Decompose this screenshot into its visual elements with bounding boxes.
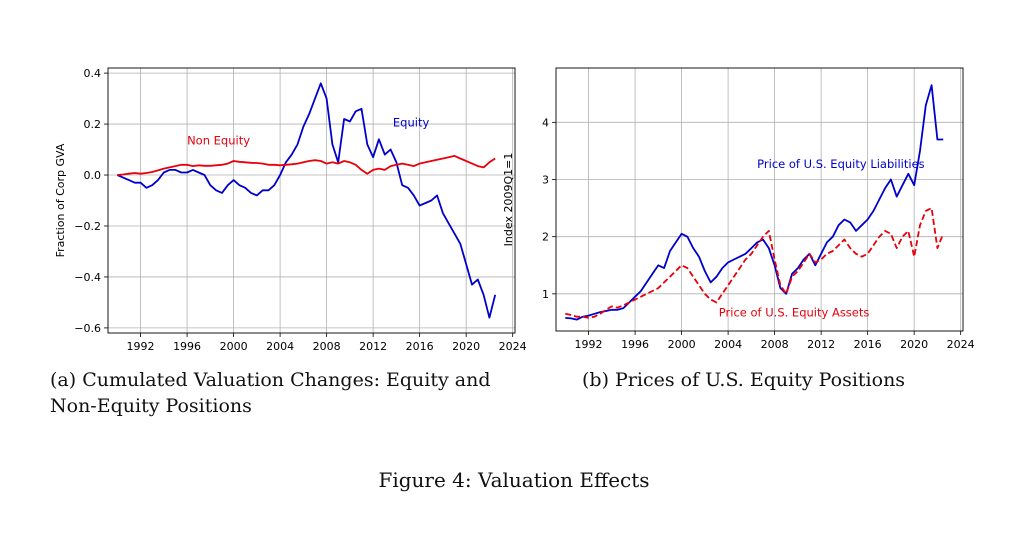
x-tick-label: 2008 bbox=[313, 340, 341, 353]
x-tick-label: 2004 bbox=[714, 338, 742, 351]
x-tick-label: 2012 bbox=[807, 338, 835, 351]
caption-a: (a) Cumulated Valuation Changes: Equity … bbox=[50, 369, 491, 417]
x-tick-label: 2020 bbox=[452, 340, 480, 353]
series-line bbox=[565, 84, 944, 321]
x-tick-label: 2016 bbox=[406, 340, 434, 353]
grid bbox=[108, 68, 515, 333]
figure-title: Figure 4: Valuation Effects bbox=[378, 468, 650, 492]
series-line bbox=[116, 82, 497, 319]
x-tick-label: 2000 bbox=[220, 340, 248, 353]
y-axis-label: Fraction of Corp GVA bbox=[54, 143, 67, 257]
y-tick-label: 4 bbox=[542, 116, 549, 129]
series-group bbox=[116, 82, 497, 319]
x-tick-label: 1992 bbox=[127, 340, 155, 353]
chart-a: 1992 1996 2000 2004 2008 2012 2016 2020 2024 −0.6… bbox=[54, 67, 527, 353]
x-tick-label: 2024 bbox=[947, 338, 975, 351]
y-tick-label: 3 bbox=[542, 173, 549, 186]
grid bbox=[556, 68, 963, 331]
annotation-label: Non Equity bbox=[187, 133, 250, 147]
y-tick-label: 0.0 bbox=[84, 169, 102, 182]
annotation-label: Price of U.S. Equity Assets bbox=[719, 306, 870, 320]
series-line bbox=[117, 155, 496, 176]
x-tick-label: 1996 bbox=[173, 340, 201, 353]
caption-b: (b) Prices of U.S. Equity Positions bbox=[582, 369, 906, 391]
x-tick-label: 2004 bbox=[266, 340, 294, 353]
x-tick-label: 2008 bbox=[761, 338, 789, 351]
annotation-label: Equity bbox=[393, 116, 430, 130]
series-group bbox=[565, 84, 945, 321]
axes: 1992 1996 2000 2004 2008 2012 2016 2020 2024 −0.6… bbox=[74, 67, 526, 353]
series-line bbox=[565, 207, 945, 319]
annotation-label: Price of U.S. Equity Liabilities bbox=[757, 157, 924, 171]
y-axis-label: Index 2009Q1=1 bbox=[502, 153, 515, 247]
plot-frame bbox=[107, 67, 516, 334]
x-tick-label: 2016 bbox=[854, 338, 882, 351]
x-tick-label: 2000 bbox=[668, 338, 696, 351]
chart-b: 1992 1996 2000 2004 2008 2012 2016 2020 2024 1 2 3 4… bbox=[502, 67, 975, 351]
y-tick-label: −0.2 bbox=[74, 220, 101, 233]
y-tick-label: 0.2 bbox=[84, 118, 102, 131]
y-tick-label: −0.6 bbox=[74, 322, 101, 335]
axes: 1992 1996 2000 2004 2008 2012 2016 2020 2024 1 2 3 4 bbox=[542, 116, 975, 351]
y-tick-label: 0.4 bbox=[84, 67, 102, 80]
y-tick-label: 1 bbox=[542, 288, 549, 301]
y-tick-label: −0.4 bbox=[74, 271, 101, 284]
y-tick-label: 2 bbox=[542, 231, 549, 244]
x-tick-label: 1992 bbox=[575, 338, 603, 351]
x-tick-label: 1996 bbox=[621, 338, 649, 351]
plot-frame bbox=[555, 67, 964, 332]
x-tick-label: 2024 bbox=[499, 340, 527, 353]
x-tick-label: 2020 bbox=[900, 338, 928, 351]
x-tick-label: 2012 bbox=[359, 340, 387, 353]
